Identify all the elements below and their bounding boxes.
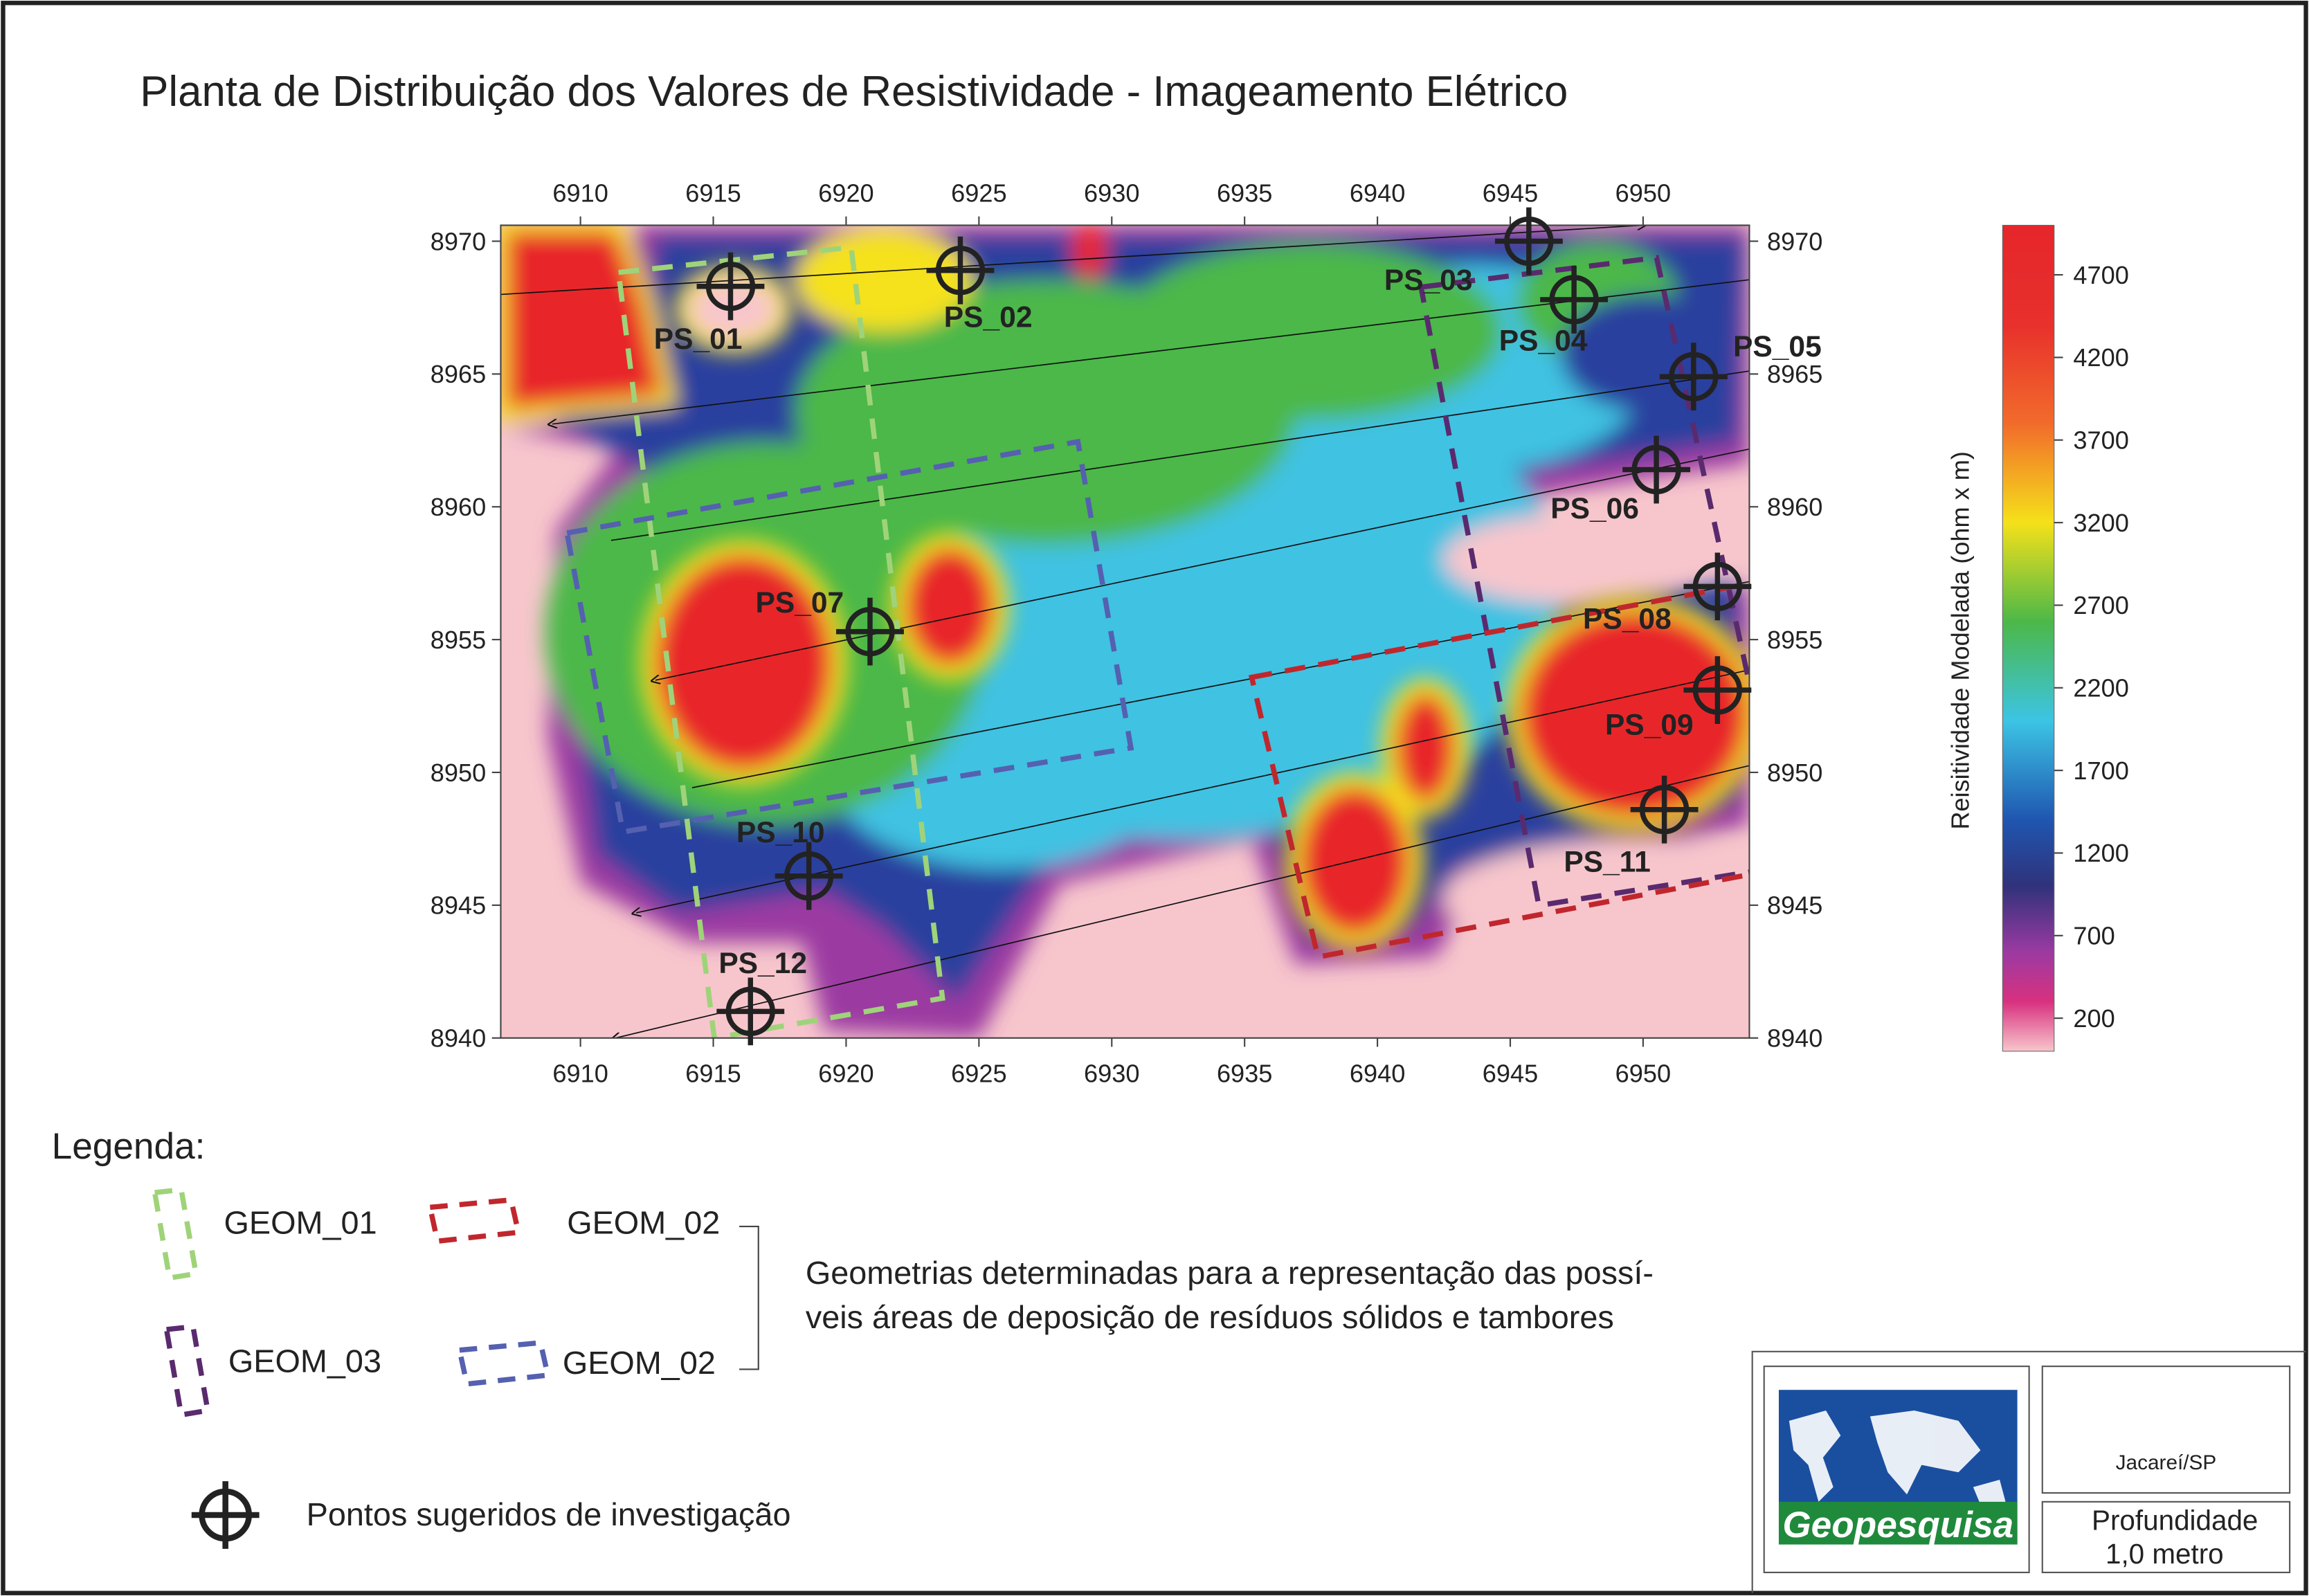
colorbar-label: Reisitividade Modelada (ohm x m) — [1946, 451, 1974, 830]
y-tick-label: 8955 — [1767, 626, 1822, 654]
colorbar-tick-label: 700 — [2073, 922, 2115, 950]
investigation-point — [1630, 775, 1699, 844]
bracket — [739, 1225, 759, 1370]
legend-swatch — [163, 1323, 211, 1418]
footer-boxes — [1751, 1350, 2306, 1593]
x-tick-label: 6945 — [1483, 179, 1538, 207]
x-tick-label: 6920 — [818, 179, 873, 207]
y-tick-label: 8950 — [431, 759, 486, 787]
y-tick-label: 8965 — [431, 360, 486, 388]
x-tick-label: 6945 — [1483, 1060, 1538, 1088]
colorbar-tick-label: 4700 — [2073, 261, 2128, 289]
colorbar-tick-label: 1700 — [2073, 756, 2128, 785]
x-tick-label: 6925 — [951, 1060, 1006, 1088]
point-label: PS_07 — [756, 586, 844, 619]
x-tick-label: 6935 — [1217, 179, 1272, 207]
legend-label: GEOM_02 — [567, 1205, 720, 1241]
investigation-point — [1683, 656, 1752, 724]
x-tick-label: 6930 — [1084, 1060, 1139, 1088]
colorbar — [2002, 224, 2055, 1052]
y-tick-label: 8955 — [431, 626, 486, 654]
y-tick-label: 8945 — [1767, 891, 1822, 920]
point-label: PS_06 — [1550, 492, 1639, 525]
point-label: PS_04 — [1499, 324, 1588, 357]
logo-band — [1778, 1501, 2018, 1545]
legend-swatch — [426, 1197, 522, 1244]
crosshair-icon — [191, 1481, 260, 1549]
x-tick-label: 6910 — [552, 1060, 608, 1088]
y-tick-label: 8940 — [1767, 1024, 1822, 1053]
legend-swatch — [456, 1340, 552, 1387]
investigation-point — [1494, 207, 1563, 275]
colorbar-tick-label: 2700 — [2073, 591, 2128, 619]
investigation-point — [926, 236, 995, 305]
investigation-point — [1540, 265, 1609, 334]
point-label: PS_12 — [718, 947, 807, 980]
y-tick-label: 8960 — [431, 493, 486, 521]
legend-note: Geometrias determinadas para a represent… — [806, 1255, 1654, 1291]
point-label: PS_11 — [1564, 845, 1650, 878]
map-frame — [500, 224, 1750, 1039]
y-tick-label: 8950 — [1767, 759, 1822, 787]
x-tick-label: 6915 — [685, 179, 741, 207]
y-tick-label: 8970 — [1767, 227, 1822, 255]
point-label: PS_08 — [1583, 602, 1672, 635]
investigation-point — [775, 842, 843, 910]
point-label: PS_09 — [1605, 709, 1694, 742]
legend-label: GEOM_01 — [224, 1205, 377, 1241]
point-label: PS_01 — [654, 323, 743, 356]
investigation-point — [696, 252, 765, 320]
x-tick-label: 6940 — [1350, 1060, 1405, 1088]
investigation-point — [716, 977, 785, 1046]
x-tick-label: 6910 — [552, 179, 608, 207]
colorbar-tick-label: 1200 — [2073, 839, 2128, 867]
logo-text: Geopesquisa — [1782, 1505, 2013, 1545]
x-tick-label: 6930 — [1084, 179, 1139, 207]
x-tick-label: 6920 — [818, 1060, 873, 1088]
legend-label: GEOM_02 — [563, 1345, 716, 1381]
investigation-point — [1659, 343, 1728, 411]
legend-note: veis áreas de deposição de resíduos sóli… — [806, 1299, 1614, 1335]
x-tick-label: 6925 — [951, 179, 1006, 207]
y-tick-label: 8945 — [431, 891, 486, 920]
depth-value: 1,0 metro — [2106, 1538, 2224, 1570]
legend-title: Legenda: — [52, 1126, 206, 1167]
y-tick-label: 8960 — [1767, 493, 1822, 521]
legend-swatch — [152, 1186, 199, 1281]
location: Jacareí/SP — [2116, 1451, 2217, 1474]
investigation-point — [1683, 552, 1752, 621]
x-tick-label: 6935 — [1217, 1060, 1272, 1088]
colorbar-tick-label: 2200 — [2073, 674, 2128, 702]
x-tick-label: 6940 — [1350, 179, 1405, 207]
investigation-point — [836, 597, 904, 666]
point-label: PS_05 — [1733, 330, 1822, 363]
colorbar-tick-label: 200 — [2073, 1004, 2115, 1033]
investigation-point — [1622, 435, 1691, 504]
title: Planta de Distribuição dos Valores de Re… — [140, 68, 1568, 116]
y-tick-label: 8965 — [1767, 360, 1822, 388]
colorbar-tick-label: 3200 — [2073, 509, 2128, 537]
legend-points: Pontos sugeridos de investigação — [307, 1496, 791, 1532]
x-tick-label: 6950 — [1615, 179, 1671, 207]
legend-label: GEOM_03 — [228, 1343, 381, 1379]
colorbar-tick-label: 3700 — [2073, 426, 2128, 455]
depth-label: Profundidade — [2092, 1504, 2258, 1536]
logo-map — [1789, 1410, 2006, 1505]
y-tick-label: 8970 — [431, 227, 486, 255]
point-label: PS_02 — [944, 300, 1033, 334]
point-label: PS_03 — [1384, 264, 1473, 297]
x-tick-label: 6950 — [1615, 1060, 1671, 1088]
heatmap — [500, 225, 1750, 1038]
point-label: PS_10 — [736, 816, 825, 849]
y-tick-label: 8940 — [431, 1024, 486, 1053]
x-tick-label: 6915 — [685, 1060, 741, 1088]
colorbar-tick-label: 4200 — [2073, 343, 2128, 372]
